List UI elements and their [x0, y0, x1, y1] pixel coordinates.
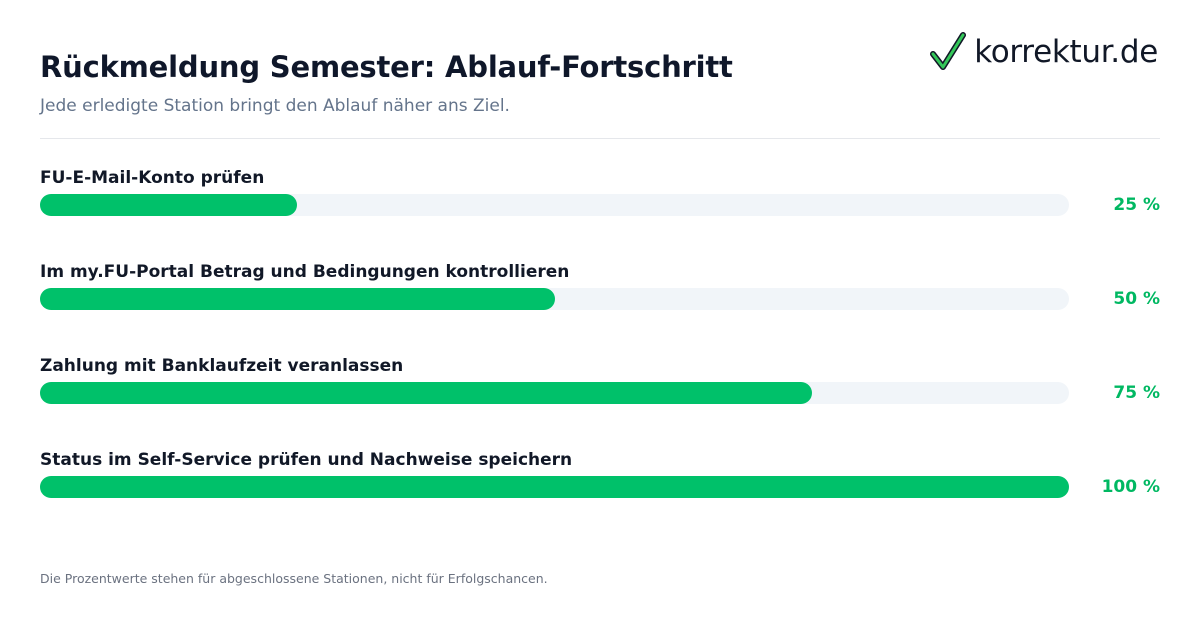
page-subtitle: Jede erledigte Station bringt den Ablauf…: [40, 96, 510, 116]
bar-label: Zahlung mit Banklaufzeit veranlassen: [40, 356, 404, 376]
bar-fill: [40, 476, 1069, 498]
bar-track: [40, 288, 1069, 310]
bar-track: [40, 382, 1069, 404]
brand-name: korrektur.de: [974, 34, 1158, 70]
bar-fill: [40, 382, 812, 404]
page-title: Rückmeldung Semester: Ablauf-Fortschritt: [40, 50, 733, 84]
bar-track: [40, 194, 1069, 216]
bar-label: FU-E-Mail-Konto prüfen: [40, 168, 265, 188]
bar-value-label: 50 %: [1113, 289, 1160, 309]
bar-track: [40, 476, 1069, 498]
bar-value-label: 100 %: [1101, 477, 1160, 497]
progress-row: Status im Self-Service prüfen und Nachwe…: [40, 450, 1160, 510]
progress-row: FU-E-Mail-Konto prüfen 25 %: [40, 168, 1160, 228]
header-divider: [40, 138, 1160, 139]
progress-row: Zahlung mit Banklaufzeit veranlassen 75 %: [40, 356, 1160, 416]
bar-value-label: 75 %: [1113, 383, 1160, 403]
bar-fill: [40, 288, 555, 310]
bar-value-label: 25 %: [1113, 195, 1160, 215]
footnote: Die Prozentwerte stehen für abgeschlosse…: [40, 571, 548, 586]
brand-logo: korrektur.de: [930, 30, 1158, 74]
bar-fill: [40, 194, 297, 216]
bar-label: Im my.FU-Portal Betrag und Bedingungen k…: [40, 262, 570, 282]
progress-row: Im my.FU-Portal Betrag und Bedingungen k…: [40, 262, 1160, 322]
checkmark-icon: [930, 32, 967, 70]
bar-label: Status im Self-Service prüfen und Nachwe…: [40, 450, 573, 470]
